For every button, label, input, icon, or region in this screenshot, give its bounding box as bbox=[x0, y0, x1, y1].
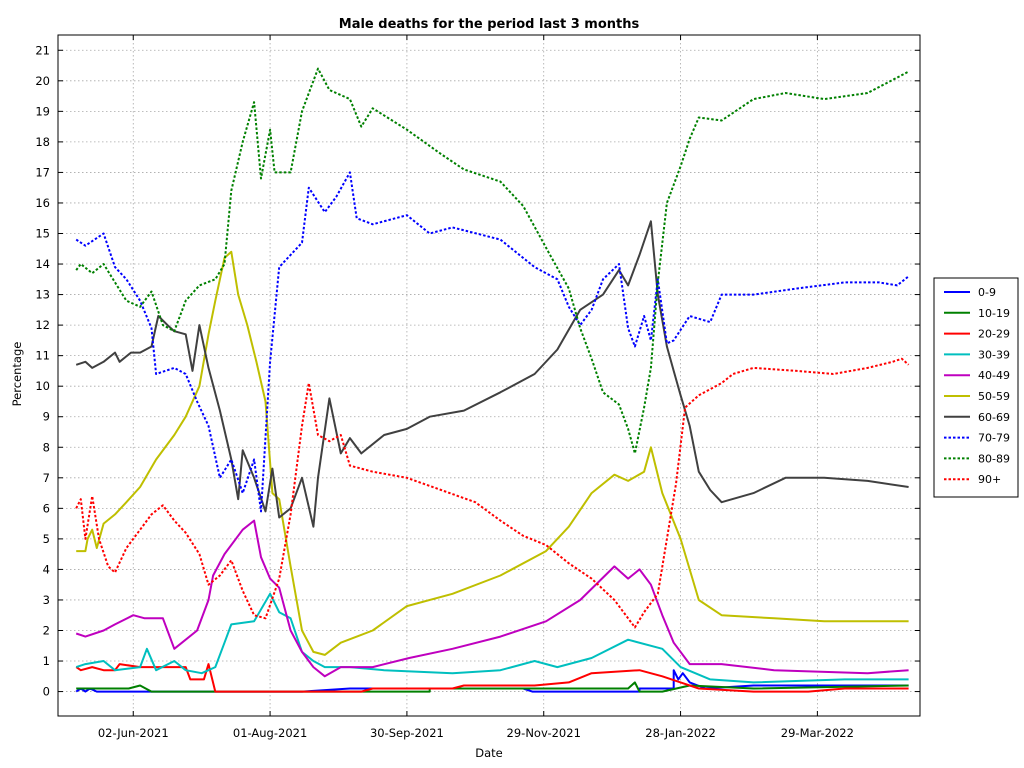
y-tick-label: 17 bbox=[35, 165, 50, 179]
y-tick-label: 0 bbox=[43, 685, 50, 699]
y-tick-label: 11 bbox=[35, 349, 50, 363]
series-line-70-79 bbox=[75, 171, 910, 513]
series-line-80-89 bbox=[75, 67, 910, 455]
x-tick-label: 29-Mar-2022 bbox=[781, 726, 854, 740]
y-tick-label: 12 bbox=[35, 318, 50, 332]
y-tick-label: 1 bbox=[43, 654, 50, 668]
x-tick-label: 02-Jun-2021 bbox=[98, 726, 169, 740]
y-tick-label: 2 bbox=[43, 623, 50, 637]
y-tick-label: 21 bbox=[35, 43, 50, 57]
axis-ticks: 012345678910111213141516171819202102-Jun… bbox=[35, 35, 920, 740]
y-tick-label: 7 bbox=[43, 471, 50, 485]
series-lines bbox=[75, 67, 910, 693]
series-line-10-19 bbox=[76, 681, 909, 693]
legend-label: 10-19 bbox=[978, 307, 1010, 320]
chart-title: Male deaths for the period last 3 months bbox=[339, 17, 640, 32]
y-tick-label: 3 bbox=[43, 593, 50, 607]
x-tick-label: 30-Sep-2021 bbox=[370, 726, 444, 740]
series-line-50-59 bbox=[76, 250, 909, 656]
y-tick-label: 5 bbox=[43, 532, 50, 546]
y-tick-label: 10 bbox=[35, 379, 50, 393]
x-axis-label: Date bbox=[475, 746, 503, 760]
series-line-0-9 bbox=[75, 669, 909, 693]
x-tick-label: 29-Nov-2021 bbox=[507, 726, 581, 740]
legend-label: 30-39 bbox=[978, 348, 1010, 361]
legend-label: 60-69 bbox=[978, 411, 1010, 424]
legend-label: 80-89 bbox=[978, 452, 1010, 465]
y-tick-label: 13 bbox=[35, 288, 50, 302]
series-line-60-69 bbox=[75, 220, 909, 528]
legend-label: 70-79 bbox=[978, 432, 1010, 445]
y-tick-label: 15 bbox=[35, 226, 50, 240]
series-line-40-49 bbox=[75, 519, 909, 678]
y-axis-label: Percentage bbox=[10, 342, 24, 407]
legend-label: 0-9 bbox=[978, 286, 996, 299]
y-tick-label: 19 bbox=[35, 104, 50, 118]
y-tick-label: 18 bbox=[35, 135, 50, 149]
legend-label: 20-29 bbox=[978, 328, 1010, 341]
y-tick-label: 4 bbox=[43, 562, 50, 576]
series-line-30-39 bbox=[75, 592, 909, 684]
plot-area-frame bbox=[57, 34, 921, 717]
series-line-20-29 bbox=[75, 663, 909, 693]
x-tick-label: 28-Jan-2022 bbox=[645, 726, 716, 740]
legend-label: 90+ bbox=[978, 473, 1001, 486]
x-tick-label: 01-Aug-2021 bbox=[233, 726, 307, 740]
y-tick-label: 6 bbox=[43, 501, 50, 515]
y-tick-label: 9 bbox=[43, 410, 50, 424]
y-tick-label: 16 bbox=[35, 196, 50, 210]
legend-label: 50-59 bbox=[978, 390, 1010, 403]
legend-box bbox=[933, 277, 1019, 498]
series-line-90+ bbox=[75, 357, 910, 629]
legend: 0-9 10-19 20-29 30-39 40-49 50-59 60-69 70-79 80… bbox=[933, 277, 1019, 498]
y-tick-label: 14 bbox=[35, 257, 50, 271]
y-tick-label: 8 bbox=[43, 440, 50, 454]
legend-label: 40-49 bbox=[978, 369, 1010, 382]
y-tick-label: 20 bbox=[35, 74, 50, 88]
